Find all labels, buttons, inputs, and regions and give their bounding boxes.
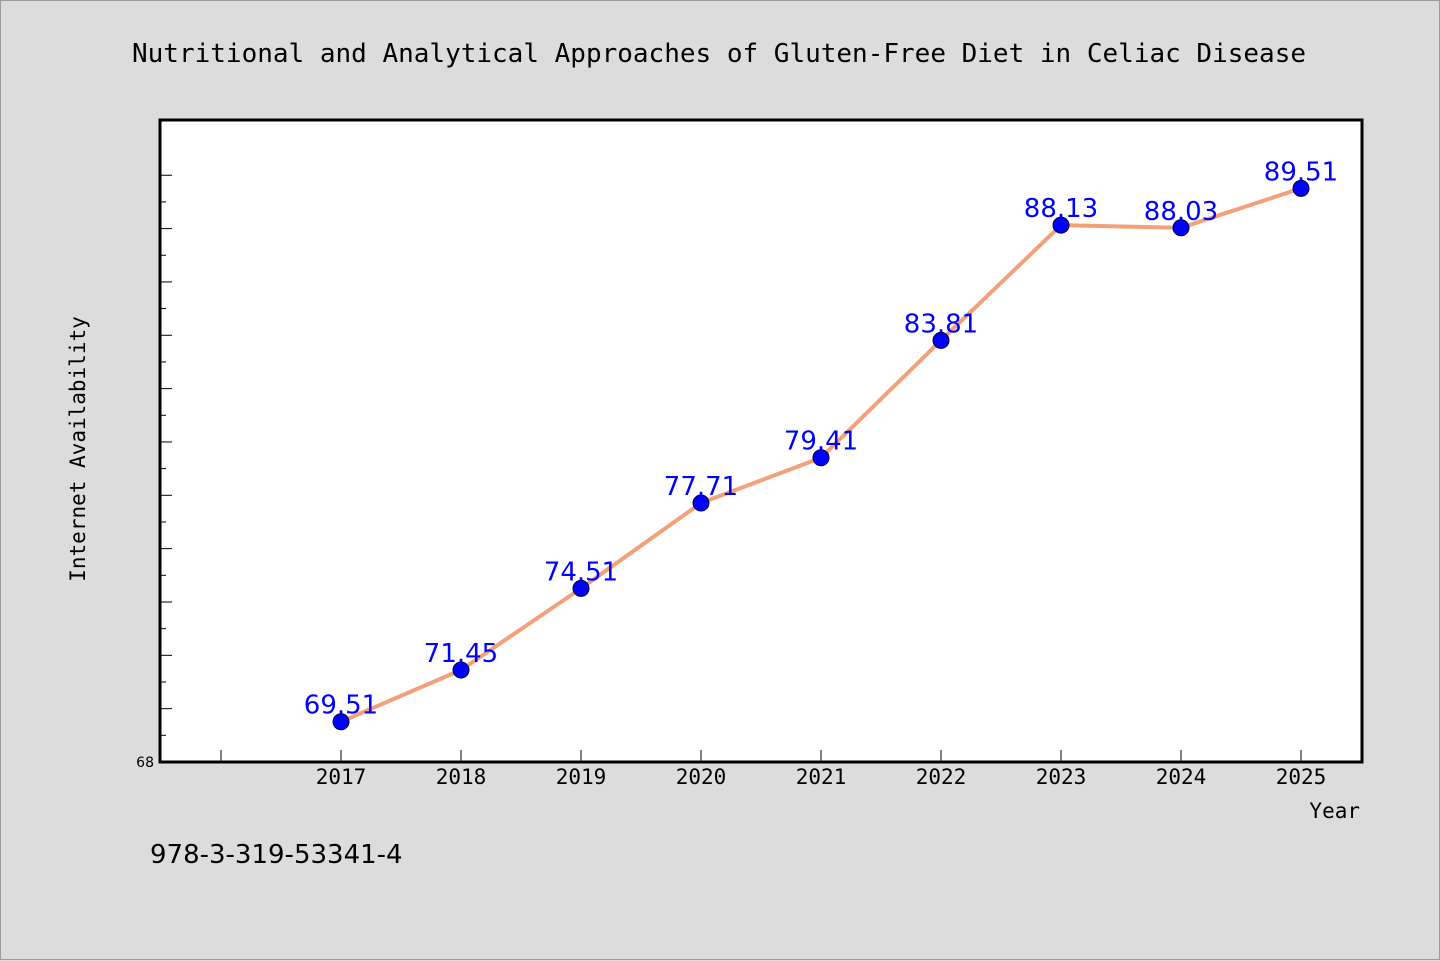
data-point bbox=[692, 494, 710, 512]
y-axis-ticks bbox=[160, 174, 172, 763]
data-point bbox=[812, 449, 830, 467]
data-point bbox=[1292, 179, 1310, 197]
data-point bbox=[1172, 219, 1190, 237]
data-label: 79.41 bbox=[784, 427, 858, 457]
x-tick-label: 2017 bbox=[316, 765, 367, 789]
y-axis-title: Internet Availability bbox=[66, 316, 90, 582]
x-axis-tick-labels: 2017 2018 2019 2020 2021 2022 2023 2024 2025 bbox=[316, 765, 1327, 789]
x-tick-label: 2018 bbox=[436, 765, 487, 789]
data-point bbox=[1052, 216, 1070, 234]
data-label: 88.13 bbox=[1024, 194, 1098, 224]
data-label: 77.71 bbox=[664, 472, 738, 502]
data-point bbox=[332, 713, 350, 731]
x-tick-label: 2024 bbox=[1156, 765, 1207, 789]
data-label: 89.51 bbox=[1264, 157, 1338, 187]
x-tick-label: 2020 bbox=[676, 765, 727, 789]
data-point bbox=[932, 331, 950, 349]
data-label: 74.51 bbox=[544, 557, 618, 587]
x-axis-title: Year bbox=[1309, 799, 1360, 823]
chart-title: Nutritional and Analytical Approaches of… bbox=[132, 39, 1306, 69]
x-tick-label: 2021 bbox=[796, 765, 847, 789]
x-tick-label: 2022 bbox=[916, 765, 967, 789]
data-label: 71.45 bbox=[424, 639, 498, 669]
footer-code: 978-3-319-53341-4 bbox=[150, 840, 403, 870]
data-point bbox=[452, 661, 470, 679]
x-tick-label: 2019 bbox=[556, 765, 607, 789]
x-tick-label: 2025 bbox=[1276, 765, 1327, 789]
series-markers bbox=[332, 179, 1310, 731]
data-labels: 69.51 71.45 74.51 77.71 79.41 83.81 88.13 88.03… bbox=[304, 157, 1338, 720]
x-axis-ticks bbox=[220, 750, 1302, 762]
data-label: 88.03 bbox=[1144, 197, 1218, 227]
data-label: 83.81 bbox=[904, 309, 978, 339]
data-label: 69.51 bbox=[304, 691, 378, 721]
x-tick-label: 2023 bbox=[1036, 765, 1087, 789]
data-point bbox=[572, 579, 590, 597]
y-tick-label-min: 68 bbox=[136, 755, 154, 771]
